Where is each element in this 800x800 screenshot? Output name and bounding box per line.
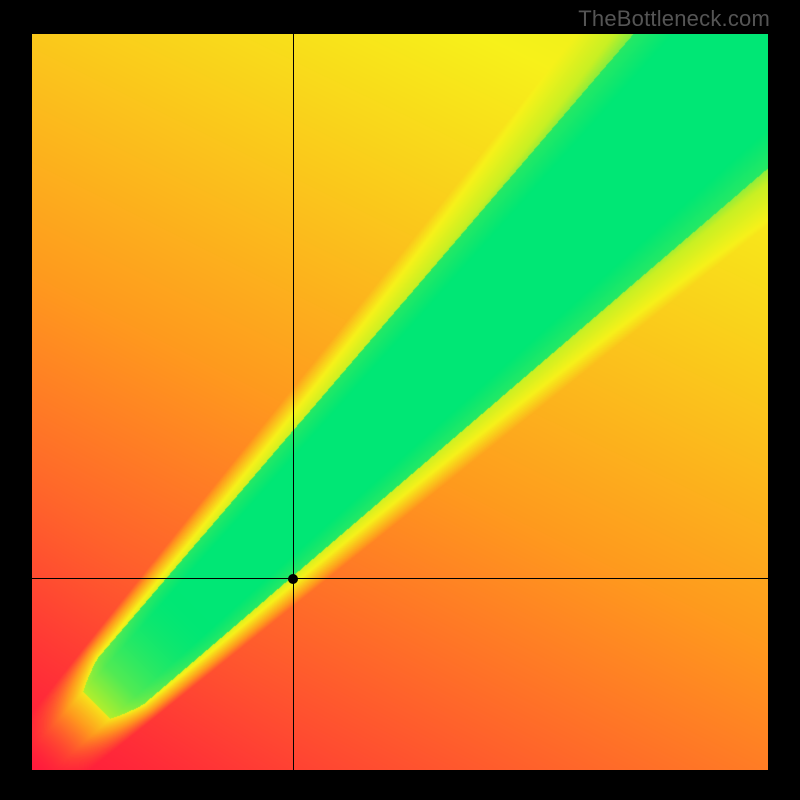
crosshair-horizontal: [32, 578, 768, 579]
heatmap-canvas: [32, 34, 768, 770]
crosshair-vertical: [293, 34, 294, 770]
watermark-text: TheBottleneck.com: [578, 6, 770, 32]
crosshair-marker: [288, 574, 298, 584]
heatmap-plot: [32, 34, 768, 770]
